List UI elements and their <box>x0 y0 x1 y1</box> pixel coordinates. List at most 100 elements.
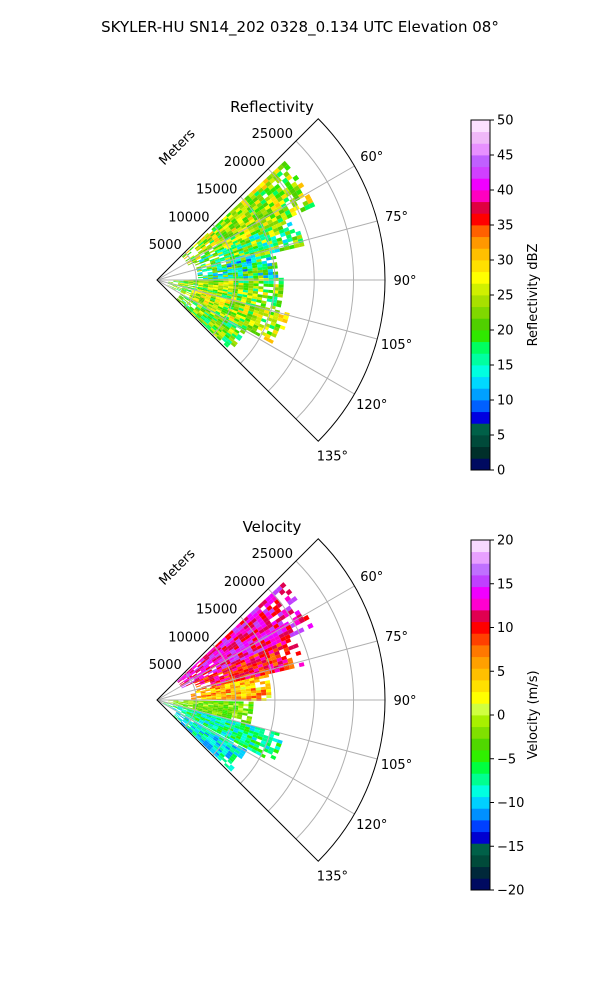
echo-cell <box>252 620 259 627</box>
echo-cell <box>274 193 281 200</box>
echo-cell <box>174 713 180 718</box>
echo-cell <box>205 689 211 692</box>
echo-cell <box>218 701 224 703</box>
echo-cell <box>176 288 182 292</box>
echo-cell <box>196 313 202 318</box>
echo-cell <box>208 703 214 706</box>
echo-cell <box>178 281 184 283</box>
echo-cell <box>240 691 247 695</box>
echo-cell <box>201 268 208 271</box>
echo-cell <box>201 237 207 242</box>
colorbar-segment <box>471 225 490 238</box>
figure-suptitle: SKYLER-HU SN14_202 0328_0.134 UTC Elevat… <box>101 18 499 37</box>
echo-cell <box>280 193 288 200</box>
echo-cell <box>216 263 222 267</box>
echo-cell <box>189 727 194 732</box>
echo-cell <box>244 657 250 662</box>
echo-cell <box>290 211 298 217</box>
echo-cell <box>206 697 212 700</box>
echo-cell <box>212 708 218 711</box>
echo-cell <box>190 694 196 696</box>
echo-cell <box>198 241 204 247</box>
echo-cell <box>233 636 239 642</box>
echo-cell <box>242 733 248 738</box>
echo-cell <box>231 333 237 339</box>
echo-cell <box>209 321 215 327</box>
echo-cell <box>226 221 233 227</box>
radial-tick-label: 25000 <box>252 127 293 142</box>
echo-cell <box>224 300 231 305</box>
echo-cell <box>260 331 267 337</box>
echo-cell <box>167 284 172 288</box>
echo-cell <box>221 665 228 670</box>
echo-cell <box>210 680 216 684</box>
echo-cell <box>210 241 216 246</box>
echo-cell <box>212 726 218 731</box>
echo-cell <box>258 223 264 229</box>
echo-cell <box>281 215 289 222</box>
echo-cell <box>247 639 254 645</box>
echo-cell <box>250 687 256 691</box>
echo-cell <box>207 268 213 272</box>
echo-cell <box>186 712 192 716</box>
echo-cell <box>173 281 179 283</box>
echo-cell <box>205 318 211 323</box>
echo-cell <box>293 185 301 192</box>
echo-cell <box>247 664 253 669</box>
echo-cell <box>182 719 188 724</box>
echo-cell <box>238 276 244 279</box>
echo-cell <box>267 262 273 267</box>
echo-cell <box>206 293 212 297</box>
echo-cell <box>292 643 299 649</box>
echo-cell <box>198 731 204 736</box>
echo-cell <box>194 253 200 258</box>
echo-cell <box>241 313 247 318</box>
echo-cell <box>259 672 266 677</box>
echo-cell <box>281 627 288 633</box>
echo-cell <box>239 682 246 686</box>
echo-cell <box>276 629 284 636</box>
echo-cell <box>229 208 236 215</box>
echo-cell <box>230 235 236 241</box>
echo-cell <box>237 248 244 252</box>
echo-cell <box>223 217 230 223</box>
echo-cell <box>194 315 200 320</box>
echo-cell <box>263 187 271 194</box>
echo-cell <box>259 742 266 748</box>
echo-cell <box>249 228 255 234</box>
echo-cell <box>303 614 310 622</box>
echo-cell <box>258 280 264 284</box>
echo-cell <box>242 639 248 645</box>
echo-cell <box>258 323 265 329</box>
echo-cell <box>198 282 204 285</box>
echo-cell <box>289 664 295 670</box>
echo-cell <box>221 309 227 314</box>
echo-cell <box>261 260 268 265</box>
sector-frame <box>156 538 386 862</box>
echo-cell <box>204 719 210 724</box>
colorbar-segment <box>471 726 490 739</box>
echo-cell <box>221 682 227 686</box>
echo-cell <box>203 703 209 705</box>
echo-cell <box>197 707 203 710</box>
echo-cell <box>247 244 253 249</box>
echo-cell <box>185 712 191 716</box>
echo-cell <box>259 233 265 239</box>
echo-cell <box>218 283 224 286</box>
echo-cell <box>188 677 194 681</box>
echo-cell <box>268 283 274 288</box>
echo-cell <box>272 647 279 653</box>
echo-cell <box>216 307 223 312</box>
echo-cell <box>236 265 243 269</box>
echo-cell <box>266 190 273 197</box>
echo-cell <box>202 290 208 293</box>
echo-cell <box>198 299 204 303</box>
echo-cell <box>267 295 273 300</box>
reflectivity-radial-label: Meters <box>157 126 199 168</box>
colorbar-tick-label: −10 <box>497 796 524 811</box>
echo-cell <box>246 242 252 247</box>
echo-cell <box>242 294 248 298</box>
echo-cell <box>247 270 253 274</box>
echo-cell <box>201 306 207 311</box>
echo-cell <box>252 265 258 269</box>
